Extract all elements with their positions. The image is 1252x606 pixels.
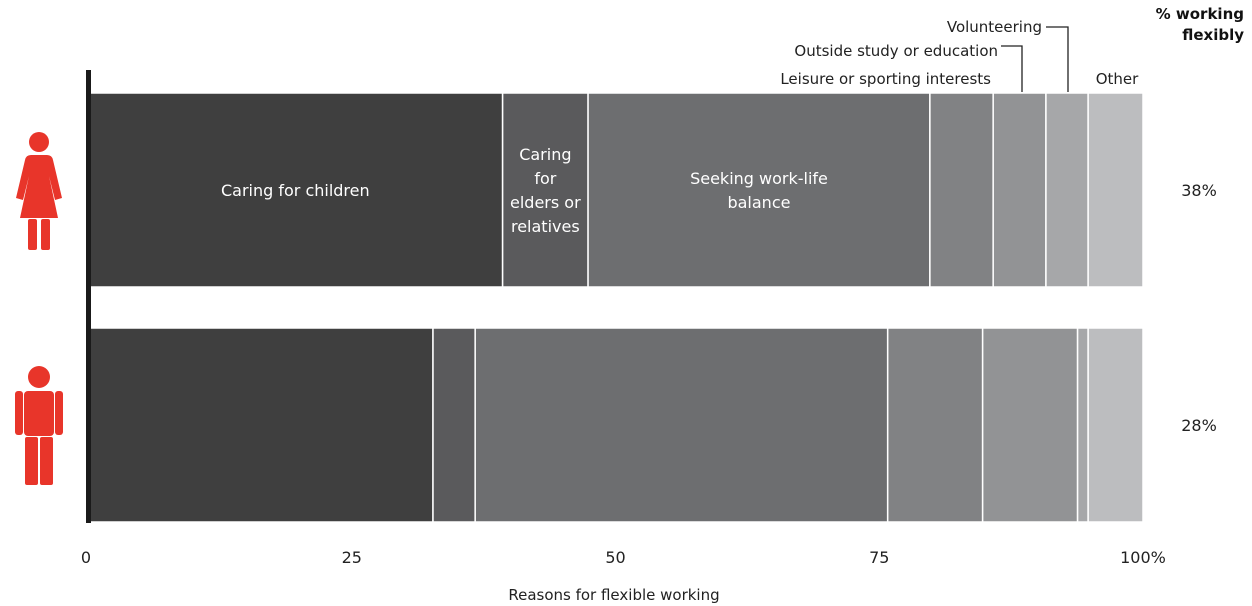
bar-women-caring-for-children — [87, 92, 504, 288]
top-label-outside-study: Outside study or education — [794, 42, 998, 60]
x-tick-label: 0 — [81, 548, 91, 567]
x-tick-label: 50 — [605, 548, 625, 567]
segment-label-seeking-work-life-balance: Seeking work-life balance — [690, 169, 828, 212]
woman-icon — [16, 132, 62, 250]
bar-men-caring-for-children — [87, 327, 434, 523]
segment-label-caring-for-children: Caring for children — [221, 181, 370, 200]
segment-label-line: balance — [727, 193, 790, 212]
right-header: % working flexibly — [1156, 5, 1245, 44]
segment-label-caring-for-elders-or-relatives: Caring for elders or relatives — [510, 145, 581, 236]
top-label-other: Other — [1096, 70, 1139, 88]
bar-men-outside-study-or-education — [981, 327, 1079, 523]
segment-label-line: Caring — [519, 145, 571, 164]
bar-men-caring-for-elders-or-relatives — [432, 327, 476, 523]
bars-group — [87, 92, 1144, 523]
segment-label-line: Caring for children — [221, 181, 370, 200]
right-header-line-2: flexibly — [1182, 26, 1244, 44]
annotation-leaders — [1001, 26, 1069, 92]
segment-label-line: relatives — [511, 217, 580, 236]
bar-women-volunteering — [1045, 92, 1089, 288]
bar-women-caring-for-elders-or-relatives — [501, 92, 589, 288]
bar-men-volunteering — [1076, 327, 1089, 523]
x-tick-label: 25 — [342, 548, 362, 567]
segment-labels-group: Caring for children Caring for elders or rel… — [221, 145, 828, 236]
rate-label-men: 28% — [1181, 416, 1217, 435]
bar-women-outside-study-or-education — [992, 92, 1047, 288]
bar-men-other — [1087, 327, 1144, 523]
x-axis-title: Reasons for flexible working — [508, 586, 719, 604]
x-axis-ticks: 0 25 50 75 100% — [81, 548, 1166, 567]
bar-women-other — [1087, 92, 1144, 288]
bar-women-seeking-work-life-balance — [587, 92, 931, 288]
bar-men-seeking-work-life-balance — [474, 327, 889, 523]
segment-label-line: for — [534, 169, 556, 188]
segment-label-line: Seeking work-life — [690, 169, 828, 188]
y-axis-line — [86, 70, 91, 523]
x-tick-label: 75 — [869, 548, 889, 567]
bar-men-leisure-or-sporting-interests — [886, 327, 984, 523]
x-tick-label: 100% — [1120, 548, 1166, 567]
right-header-line-1: % working — [1156, 5, 1244, 23]
top-label-leisure: Leisure or sporting interests — [780, 70, 991, 88]
top-label-volunteering: Volunteering — [947, 18, 1042, 36]
bar-women-leisure-or-sporting-interests — [929, 92, 994, 288]
segment-label-line: elders or — [510, 193, 581, 212]
rate-label-women: 38% — [1181, 181, 1217, 200]
man-icon — [15, 366, 63, 485]
